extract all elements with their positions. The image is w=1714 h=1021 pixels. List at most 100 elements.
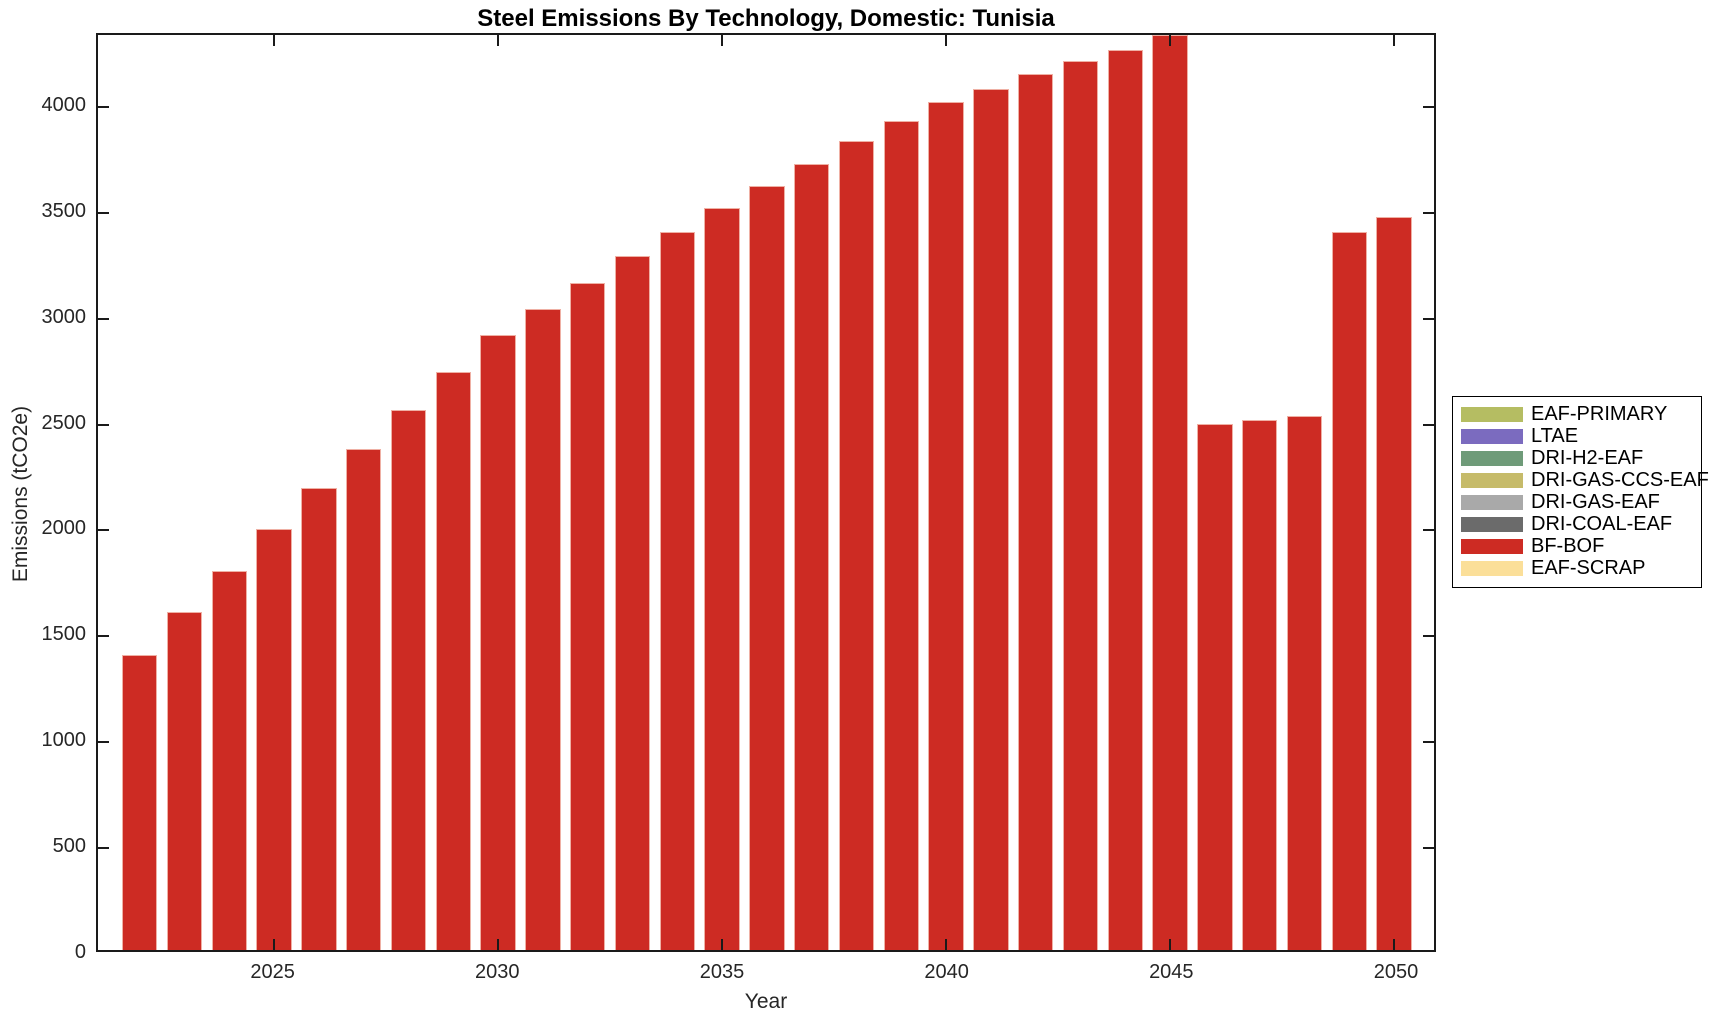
x-tick-label-2030: 2030 [475,961,520,983]
bar-BF-BOF-2041 [973,88,1009,950]
y-tick-mark [1423,317,1434,320]
y-tick-label-3000: 3000 [41,305,87,328]
y-tick-label-2500: 2500 [41,411,87,434]
x-tick-mark [497,35,500,46]
legend-swatch-DRI-GAS-EAF [1461,494,1523,510]
y-tick-mark [98,423,109,426]
x-tick-mark [273,35,276,46]
bar-BF-BOF-2025 [256,529,292,950]
bar-BF-BOF-2045 [1152,35,1188,950]
x-tick-label-2025: 2025 [250,961,295,983]
bar-BF-BOF-2049 [1331,232,1368,950]
chart-title: Steel Emissions By Technology, Domestic:… [477,5,1055,32]
bar-BF-BOF-2029 [435,372,471,950]
legend-label: LTAE [1531,424,1579,447]
bar-BF-BOF-2023 [166,611,203,950]
bar-BF-BOF-2024 [211,570,247,950]
y-tick-mark [98,317,109,320]
y-tick-mark [1423,105,1434,108]
legend-swatch-DRI-COAL-EAF [1461,516,1523,532]
bar-BF-BOF-2028 [390,410,427,950]
legend-item-EAF-SCRAP: EAF-SCRAP [1453,557,1701,579]
bar-BF-BOF-2046 [1197,423,1233,950]
y-tick-mark [1423,847,1434,850]
x-tick-mark [945,35,948,46]
x-tick-mark [945,939,948,950]
legend-swatch-EAF-PRIMARY [1461,406,1523,422]
legend-item-LTAE: LTAE [1453,425,1701,447]
x-tick-mark [273,939,276,950]
y-tick-label-2000: 2000 [41,517,87,540]
bar-BF-BOF-2039 [883,121,919,950]
legend-label: BF-BOF [1531,534,1605,557]
y-tick-mark [1423,529,1434,532]
x-tick-mark [1393,35,1396,46]
bar-BF-BOF-2040 [928,102,964,950]
y-tick-label-0: 0 [74,941,86,963]
y-tick-label-1000: 1000 [41,729,87,752]
bar-BF-BOF-2044 [1107,49,1143,950]
bar-BF-BOF-2033 [614,256,651,950]
y-tick-mark [98,847,109,850]
bar-BF-BOF-2042 [1018,74,1054,950]
y-tick-mark [98,105,109,108]
y-tick-mark [1423,423,1434,426]
bar-BF-BOF-2050 [1376,217,1412,950]
legend: EAF-PRIMARY LTAE DRI-H2-EAF DRI-GAS-CCS-EAF… [1452,396,1709,588]
x-tick-mark [1169,35,1172,46]
legend-swatch-LTAE [1461,428,1523,444]
bar-BF-BOF-2047 [1242,419,1278,950]
legend-label: EAF-SCRAP [1531,556,1646,579]
y-tick-mark [98,211,109,214]
legend-swatch-DRI-GAS-CCS-EAF [1461,472,1523,488]
bar-BF-BOF-2022 [121,654,158,950]
y-axis-label: Emissions (tCO2e) [9,405,32,583]
y-tick-mark [98,529,109,532]
legend-swatch-DRI-H2-EAF [1461,450,1523,466]
x-tick-label-2045: 2045 [1149,961,1194,983]
bar-BF-BOF-2048 [1286,415,1323,950]
x-tick-mark [721,939,724,950]
x-tick-label-2050: 2050 [1373,961,1419,983]
y-tick-label-3500: 3500 [41,199,87,222]
legend-swatch-EAF-SCRAP [1461,560,1523,576]
y-tick-mark [1423,211,1434,214]
legend-label: DRI-GAS-CCS-EAF [1531,468,1709,491]
y-tick-label-500: 500 [52,835,86,858]
bar-BF-BOF-2036 [749,185,785,950]
x-tick-mark [497,939,500,950]
y-tick-mark [1423,741,1434,744]
legend-label: EAF-PRIMARY [1531,402,1668,425]
bar-BF-BOF-2030 [480,335,516,950]
x-tick-label-2035: 2035 [699,961,745,983]
legend-item-DRI-GAS-EAF: DRI-GAS-EAF [1453,491,1701,513]
y-tick-label-1500: 1500 [41,623,87,646]
y-tick-mark [1423,635,1434,638]
bar-BF-BOF-2043 [1062,61,1099,950]
bar-BF-BOF-2027 [345,449,382,950]
legend-item-BF-BOF: BF-BOF [1453,535,1701,557]
bar-BF-BOF-2031 [525,309,561,950]
legend-item-DRI-COAL-EAF: DRI-COAL-EAF [1453,513,1701,535]
legend-swatch-BF-BOF [1461,538,1523,554]
x-axis-label: Year [744,990,788,1013]
legend-label: DRI-H2-EAF [1531,446,1644,469]
y-tick-label-4000: 4000 [41,93,87,116]
bar-BF-BOF-2037 [794,163,830,950]
plot-area [96,33,1436,952]
legend-label: DRI-COAL-EAF [1531,512,1673,535]
bar-BF-BOF-2026 [301,488,337,950]
x-tick-mark [1393,939,1396,950]
bar-BF-BOF-2032 [569,282,606,950]
x-tick-mark [1169,939,1172,950]
legend-item-DRI-GAS-CCS-EAF: DRI-GAS-CCS-EAF [1453,469,1709,491]
x-tick-mark [721,35,724,46]
y-tick-mark [98,741,109,744]
bar-BF-BOF-2034 [659,232,695,950]
legend-label: DRI-GAS-EAF [1531,490,1660,513]
legend-item-DRI-H2-EAF: DRI-H2-EAF [1453,447,1701,469]
legend-item-EAF-PRIMARY: EAF-PRIMARY [1453,403,1701,425]
bar-BF-BOF-2035 [704,207,740,950]
bar-BF-BOF-2038 [838,141,875,950]
